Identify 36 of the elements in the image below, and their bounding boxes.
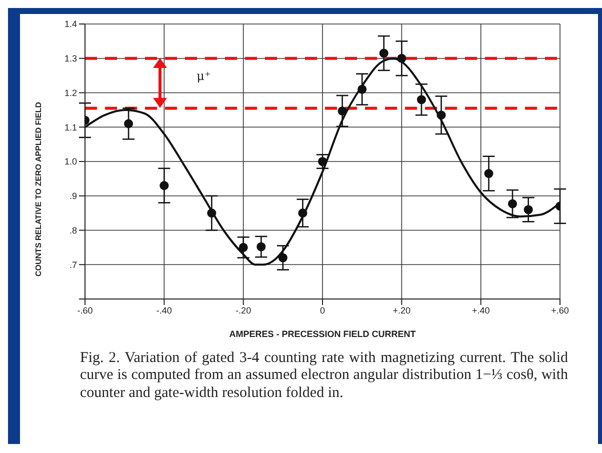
point <box>238 242 248 252</box>
point <box>524 205 533 214</box>
x-tick-label: +.20 <box>392 305 411 316</box>
point <box>298 208 308 218</box>
x-tick-label: 0 <box>320 305 326 316</box>
point <box>338 106 347 116</box>
y-tick-label: 1.2 <box>64 88 77 98</box>
x-tick-label: -.40 <box>156 305 172 316</box>
x-tick-label: -.60 <box>77 305 93 316</box>
point <box>318 156 328 166</box>
point <box>207 208 216 218</box>
point <box>508 199 518 208</box>
point <box>278 253 288 262</box>
y-tick-label: 1.1 <box>64 122 77 132</box>
point <box>379 48 388 58</box>
y-tick-label: .9 <box>69 191 77 202</box>
x-tick-label: +.60 <box>551 305 569 316</box>
point <box>416 95 426 104</box>
y-tick-label: 1.3 <box>64 54 77 64</box>
point <box>397 54 406 63</box>
point <box>256 242 266 252</box>
y-tick-label: 1.4 <box>64 19 77 30</box>
point <box>436 110 446 120</box>
point <box>358 84 367 94</box>
point <box>124 119 134 128</box>
y-axis-title: COUNTS RELATIVE TO ZERO APPLIED FIELD <box>34 102 43 276</box>
y-tick-label: .8 <box>69 225 77 236</box>
x-tick-label: -.20 <box>236 305 252 316</box>
annotation: μ⁺ <box>196 68 211 83</box>
point <box>484 169 494 178</box>
y-tick-label: 1.0 <box>64 156 77 167</box>
x-tick-label: +.40 <box>472 305 490 316</box>
point <box>160 181 169 190</box>
caption: Fig. 2. Variation of gated 3-4 counting rate with magnetizing current. The solid curve is computed from an assumed electron angular distribution 1−⅓ cosθ, with counter and gate-width resolution folded in. <box>80 350 568 402</box>
y-tick-label: .7 <box>69 260 77 270</box>
x-axis-title: AMPERES - PRECESSION FIELD CURRENT <box>229 329 416 339</box>
